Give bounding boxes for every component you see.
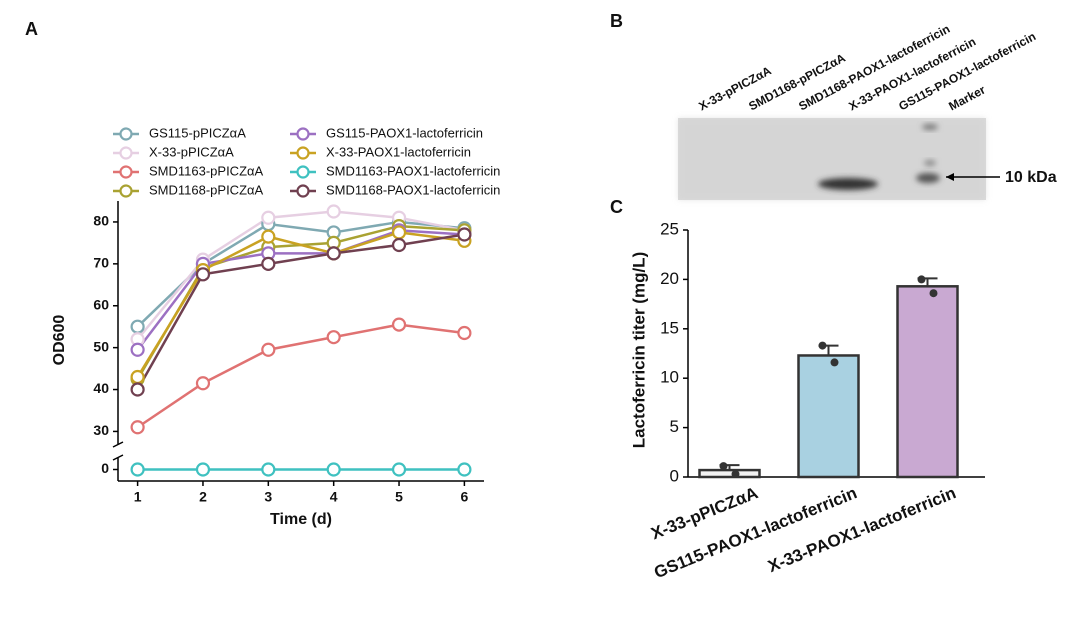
y-tick-label: 10: [660, 368, 679, 387]
y-tick-label: 40: [93, 380, 109, 396]
data-point: [195, 267, 211, 282]
data-point: [818, 341, 827, 350]
x-tick-label: 4: [330, 489, 338, 505]
legend-label: X-33-PAOX1-lactoferricin: [326, 144, 471, 159]
x-tick-label: 5: [395, 489, 403, 505]
x-axis-label: Time (d): [270, 511, 332, 528]
legend-marker: [119, 127, 133, 141]
x-tick-label: 3: [264, 489, 272, 505]
data-point: [195, 376, 211, 391]
legend-marker: [296, 165, 310, 179]
y-tick-label: 60: [93, 296, 109, 312]
data-point: [130, 369, 145, 385]
data-point: [719, 462, 728, 471]
y-tick-label: 80: [93, 213, 109, 229]
y-tick-label: 50: [93, 338, 109, 354]
bar: [698, 468, 761, 479]
y-tick-label: 5: [670, 417, 679, 436]
data-point: [830, 358, 839, 367]
panel-label: B: [610, 11, 623, 31]
legend-label: SMD1163-pPICZαA: [149, 163, 264, 178]
y-axis-label: Lactoferricin titer (mg/L): [629, 252, 648, 448]
series-line: [136, 323, 465, 429]
data-point: [731, 470, 740, 479]
data-point: [391, 237, 407, 253]
data-point: [130, 382, 145, 397]
legend-label: SMD1168-pPICZαA: [149, 182, 264, 197]
axis-break: [112, 441, 124, 461]
data-point: [391, 462, 407, 477]
series-line: [136, 220, 465, 328]
gel-annotation: 10 kDa: [1005, 169, 1057, 186]
data-point: [130, 420, 145, 435]
legend-label: X-33-pPICZαA: [149, 144, 234, 159]
legend-marker: [119, 165, 133, 179]
x-tick-label: 6: [460, 489, 468, 505]
data-point: [457, 227, 472, 242]
y-tick-label: 25: [660, 219, 679, 238]
data-point: [326, 246, 341, 261]
arrow-head: [946, 173, 954, 181]
data-point: [929, 289, 938, 298]
legend-marker: [119, 184, 133, 198]
lane-label: Marker: [946, 82, 988, 113]
data-point: [457, 462, 472, 477]
legend-marker: [296, 127, 310, 141]
y-tick-label: 15: [660, 318, 679, 337]
series-line: [136, 210, 465, 341]
x-tick-label: 1: [134, 489, 142, 505]
panel-label: C: [610, 197, 623, 217]
data-point: [130, 342, 145, 357]
data-point: [326, 204, 341, 219]
data-point: [130, 319, 145, 334]
panel-label: A: [25, 19, 38, 39]
y-tick-label: 20: [660, 269, 679, 288]
y-tick-label: 70: [93, 255, 109, 271]
legend-label: GS115-PAOX1-lactoferricin: [326, 125, 483, 140]
data-point: [261, 256, 276, 271]
y-tick-label: 0: [101, 460, 109, 476]
legend-label: SMD1163-PAOX1-lactoferricin: [326, 163, 500, 178]
data-point: [457, 325, 472, 341]
gel-image: [678, 118, 986, 200]
data-point: [261, 462, 276, 477]
y-axis-label: OD600: [51, 315, 68, 366]
data-point: [130, 462, 145, 477]
data-point: [326, 462, 341, 477]
data-point: [917, 275, 926, 284]
y-tick-label: 0: [670, 466, 679, 485]
series-line: [136, 231, 465, 378]
data-point: [261, 229, 276, 244]
data-point: [261, 210, 276, 225]
bar: [896, 285, 959, 479]
legend-marker: [296, 184, 310, 198]
series-line: [136, 233, 465, 391]
legend-label: SMD1168-PAOX1-lactoferricin: [326, 182, 500, 197]
legend-marker: [119, 146, 133, 160]
x-tick-label: X-33-PAOX1-lactoferricin: [765, 483, 958, 576]
data-point: [391, 317, 407, 332]
bar: [797, 354, 860, 479]
y-tick-label: 30: [93, 422, 109, 438]
legend-marker: [296, 146, 310, 160]
data-point: [391, 225, 407, 240]
data-point: [261, 342, 276, 357]
x-tick-label: 2: [199, 489, 207, 505]
data-point: [195, 462, 211, 477]
series-line: [136, 229, 465, 351]
legend-label: GS115-pPICZαA: [149, 125, 246, 140]
data-point: [326, 330, 341, 345]
